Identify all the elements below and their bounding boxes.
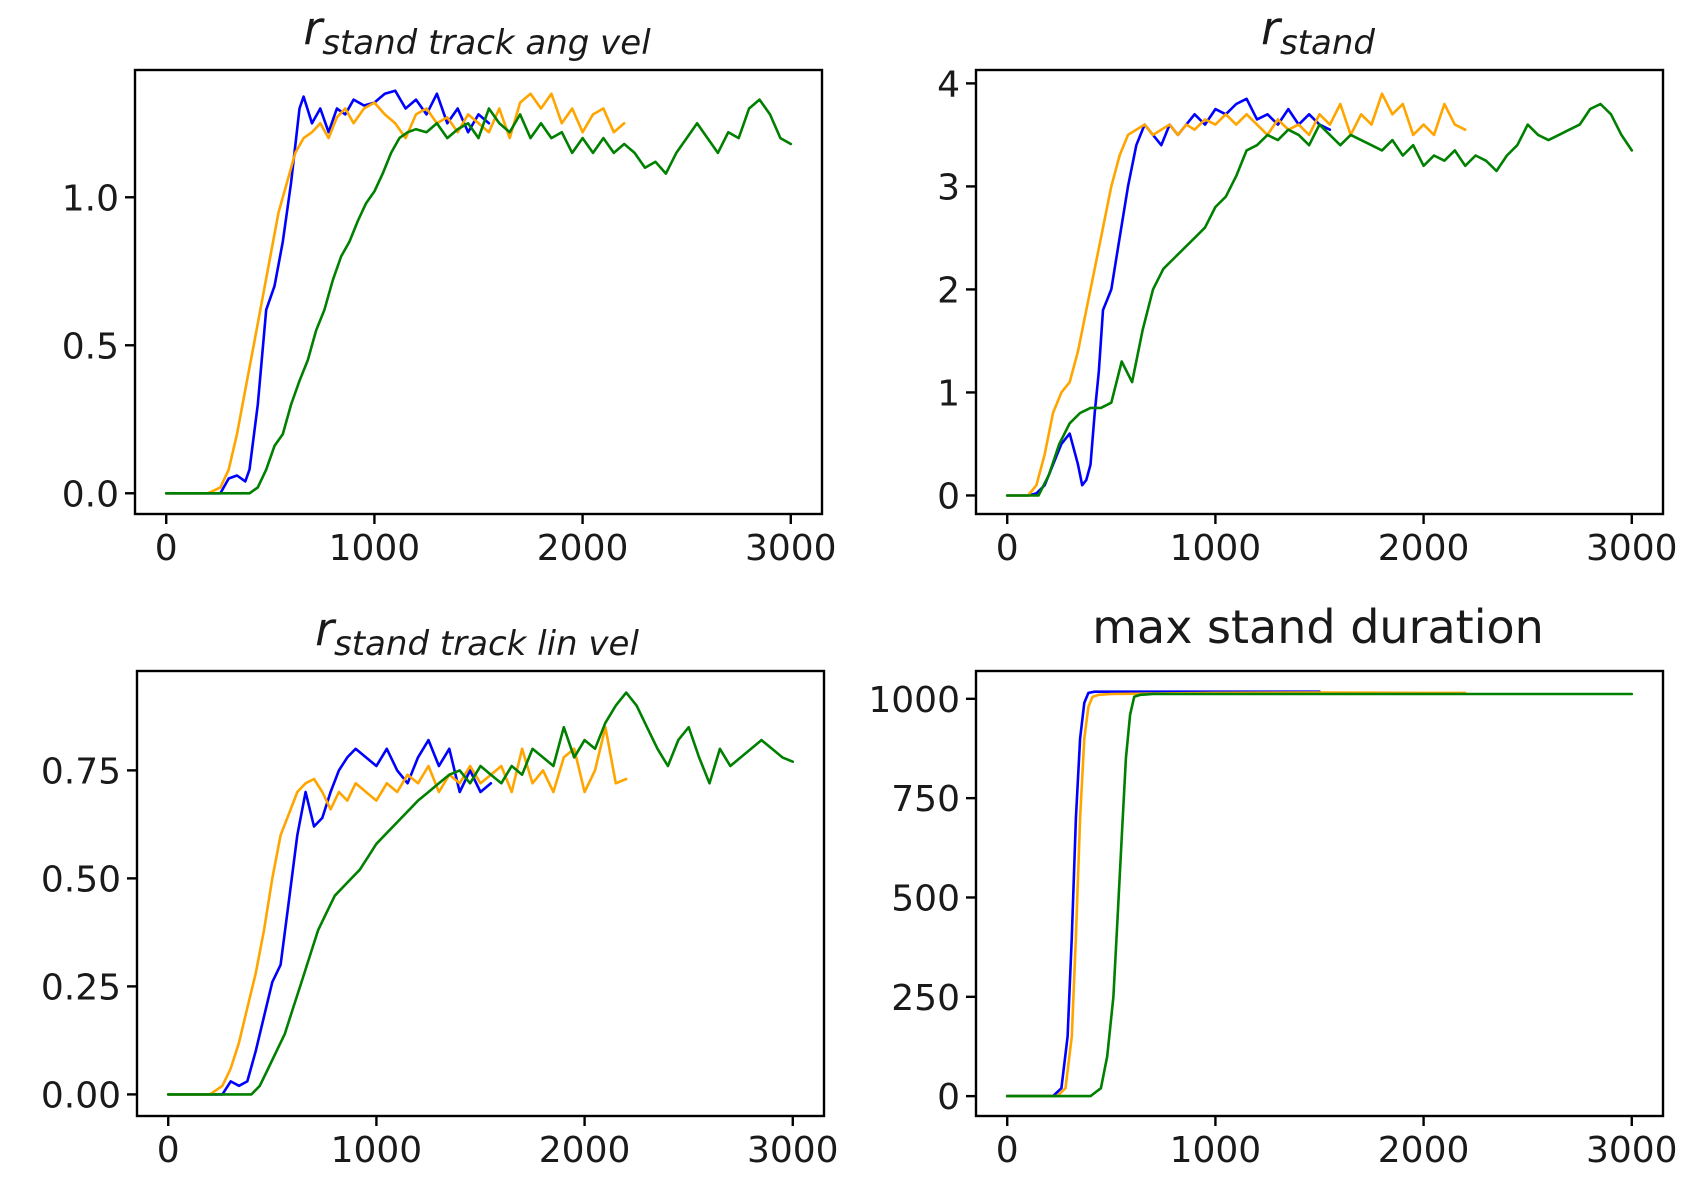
series-line-orange bbox=[166, 725, 628, 1096]
plot-lines bbox=[166, 691, 795, 1096]
series-line-green bbox=[166, 691, 795, 1096]
series-line-orange bbox=[1005, 92, 1467, 497]
plot-lines bbox=[1005, 92, 1634, 497]
series-line-blue bbox=[166, 738, 493, 1096]
series-line-green bbox=[164, 98, 793, 495]
title-subscript: stand track lin vel bbox=[334, 624, 639, 664]
plot-lines bbox=[164, 89, 793, 495]
title-base: r bbox=[303, 1, 325, 55]
series-line-blue bbox=[1005, 97, 1332, 497]
plot-frame bbox=[974, 68, 1665, 516]
series-line-green bbox=[1005, 692, 1634, 1098]
y-tick-label: 500 bbox=[891, 878, 960, 919]
y-axis: 0 1 2 3 4 bbox=[937, 64, 976, 517]
y-tick-label: 750 bbox=[891, 779, 960, 820]
x-tick-label: 0 bbox=[157, 1130, 180, 1171]
y-tick-label: 0.00 bbox=[41, 1075, 121, 1116]
y-axis: 0.00 0.25 0.50 0.75 bbox=[41, 751, 137, 1116]
y-tick-label: 1000 bbox=[868, 680, 960, 721]
panel-stand: rstand 0 1000 2000 3000 0 1 2 3 4 bbox=[937, 1, 1677, 569]
plot-frame bbox=[133, 68, 824, 516]
x-tick-label: 2000 bbox=[1378, 528, 1470, 569]
y-axis: 0.0 0.5 1.0 bbox=[62, 178, 135, 515]
y-tick-label: 0.75 bbox=[41, 751, 121, 792]
y-tick-label: 250 bbox=[891, 978, 960, 1019]
title-base: r bbox=[315, 602, 337, 656]
x-tick-label: 1000 bbox=[1170, 1130, 1262, 1171]
panel-stand-track-lin-vel: rstand track lin vel 0 1000 2000 3000 0.000… bbox=[41, 602, 839, 1171]
x-tick-label: 3000 bbox=[745, 528, 837, 569]
series-line-orange bbox=[1005, 691, 1467, 1098]
panel-title: rstand bbox=[1261, 1, 1375, 63]
y-tick-label: 0 bbox=[937, 476, 960, 517]
series-line-blue bbox=[1005, 690, 1321, 1098]
x-tick-label: 0 bbox=[996, 528, 1019, 569]
plot-frame bbox=[974, 669, 1665, 1118]
panel-title: rstand track lin vel bbox=[315, 602, 639, 664]
y-tick-label: 4 bbox=[937, 64, 960, 105]
plot-frame bbox=[135, 669, 826, 1118]
series-line-green bbox=[1005, 102, 1634, 497]
y-axis: 0 250 500 750 1000 bbox=[868, 680, 976, 1118]
x-tick-label: 3000 bbox=[1586, 528, 1678, 569]
panel-stand-track-ang-vel: rstand track ang vel 0 1000 2000 3000 0.00.… bbox=[62, 1, 837, 569]
y-tick-label: 1.0 bbox=[62, 178, 119, 219]
series-line-blue bbox=[164, 89, 491, 495]
x-axis: 0 1000 2000 3000 bbox=[996, 1116, 1678, 1171]
y-tick-label: 0 bbox=[937, 1077, 960, 1118]
y-tick-label: 3 bbox=[937, 167, 960, 208]
plot-lines bbox=[1005, 690, 1634, 1098]
panel-max-stand-duration: max stand duration 0 1000 2000 3000 0 250 500… bbox=[868, 600, 1677, 1171]
title-subscript: stand bbox=[1280, 23, 1375, 63]
x-tick-label: 1000 bbox=[329, 528, 421, 569]
y-tick-label: 2 bbox=[937, 270, 960, 311]
x-axis: 0 1000 2000 3000 bbox=[155, 514, 837, 569]
x-tick-label: 2000 bbox=[1378, 1130, 1470, 1171]
title-subscript: stand track ang vel bbox=[322, 23, 651, 63]
series-line-orange bbox=[164, 92, 626, 495]
y-tick-label: 0.25 bbox=[41, 967, 121, 1008]
y-tick-label: 0.50 bbox=[41, 859, 121, 900]
panel-title: rstand track ang vel bbox=[303, 1, 651, 63]
y-tick-label: 0.0 bbox=[62, 474, 119, 515]
x-tick-label: 0 bbox=[996, 1130, 1019, 1171]
x-tick-label: 1000 bbox=[1170, 528, 1262, 569]
title-base: r bbox=[1261, 1, 1283, 55]
x-tick-label: 3000 bbox=[1586, 1130, 1678, 1171]
x-tick-label: 3000 bbox=[747, 1130, 839, 1171]
x-axis: 0 1000 2000 3000 bbox=[157, 1116, 839, 1171]
x-axis: 0 1000 2000 3000 bbox=[996, 514, 1678, 569]
x-tick-label: 1000 bbox=[331, 1130, 423, 1171]
x-tick-label: 2000 bbox=[539, 1130, 631, 1171]
x-tick-label: 0 bbox=[155, 528, 178, 569]
x-tick-label: 2000 bbox=[537, 528, 629, 569]
y-tick-label: 0.5 bbox=[62, 326, 119, 367]
panel-title: max stand duration bbox=[1092, 600, 1544, 654]
y-tick-label: 1 bbox=[937, 373, 960, 414]
